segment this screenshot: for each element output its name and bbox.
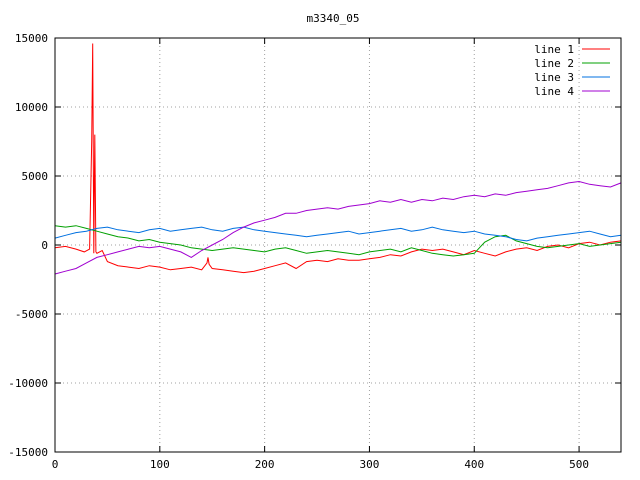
- series-line-3: [54, 226, 622, 242]
- y-tick-label: 15000: [15, 32, 48, 45]
- chart-title: m3340_05: [307, 12, 360, 25]
- legend-label: line 1: [534, 43, 574, 56]
- y-tick-label: -5000: [15, 308, 48, 321]
- legend-label: line 4: [534, 85, 574, 98]
- legend-label: line 2: [534, 57, 574, 70]
- series-line-1: [54, 43, 622, 274]
- x-tick-label: 300: [360, 458, 380, 471]
- y-tick-label: 5000: [22, 170, 49, 183]
- series-line-2: [54, 225, 622, 257]
- grid-lines: [55, 38, 621, 452]
- x-tick-label: 500: [569, 458, 589, 471]
- y-tick-label: -10000: [8, 377, 48, 390]
- axis-ticks: 0 100 200 300 400 500 -15000 -10000 -5000 0 5000 10…: [8, 32, 621, 471]
- y-tick-label: -15000: [8, 446, 48, 459]
- x-tick-label: 100: [150, 458, 170, 471]
- y-tick-label: 10000: [15, 101, 48, 114]
- legend-label: line 3: [534, 71, 574, 84]
- x-tick-label: 0: [52, 458, 59, 471]
- x-tick-label: 400: [464, 458, 484, 471]
- series-line-4: [54, 180, 622, 275]
- x-tick-label: 200: [255, 458, 275, 471]
- plot-series: [54, 43, 622, 275]
- y-tick-label: 0: [41, 239, 48, 252]
